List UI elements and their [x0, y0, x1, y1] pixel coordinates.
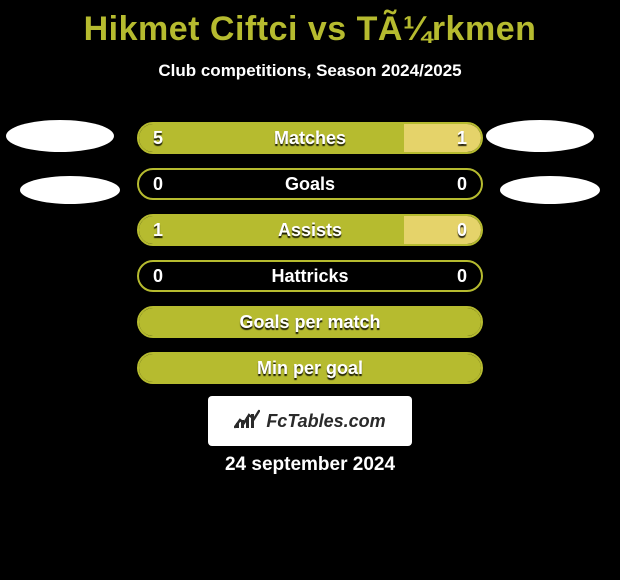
stat-bar-row: Matches51 — [137, 122, 483, 154]
stat-bar-right-fill — [404, 216, 481, 244]
stat-bar-right-value: 0 — [457, 262, 467, 290]
stat-bar-left-fill — [139, 216, 404, 244]
comparison-subtitle: Club competitions, Season 2024/2025 — [0, 61, 620, 81]
stat-bar-left-fill — [139, 308, 481, 336]
fctables-logo-text: FcTables.com — [266, 411, 385, 432]
stat-bar-row: Hattricks0 0 — [137, 260, 483, 292]
avatar-ellipse — [500, 176, 600, 204]
snapshot-date: 24 september 2024 — [0, 454, 620, 476]
stat-bar-left-fill — [139, 354, 481, 382]
stat-bar-row: Goals per match — [137, 306, 483, 338]
avatar-ellipse — [6, 120, 114, 152]
stat-bar-left-value: 0 — [153, 262, 163, 290]
stat-bar-label: Hattricks — [139, 262, 481, 290]
avatar-ellipse — [20, 176, 120, 204]
fctables-logo-badge: FcTables.com — [208, 396, 412, 446]
avatar-ellipse — [486, 120, 594, 152]
chart-up-icon — [234, 409, 260, 434]
stat-bars: Matches51Goals00Assists10Hattricks00Goal… — [137, 122, 483, 398]
stat-bar-label: Goals — [139, 170, 481, 198]
stat-bar-left-fill — [139, 124, 404, 152]
comparison-title: Hikmet Ciftci vs TÃ¼rkmen — [0, 0, 620, 49]
stat-bar-right-fill — [404, 124, 481, 152]
stat-bar-row: Min per goal — [137, 352, 483, 384]
stat-bar-row: Goals0 0 — [137, 168, 483, 200]
stat-bar-left-value: 0 — [153, 170, 163, 198]
stat-bar-right-value: 0 — [457, 170, 467, 198]
stat-bar-row: Assists10 — [137, 214, 483, 246]
